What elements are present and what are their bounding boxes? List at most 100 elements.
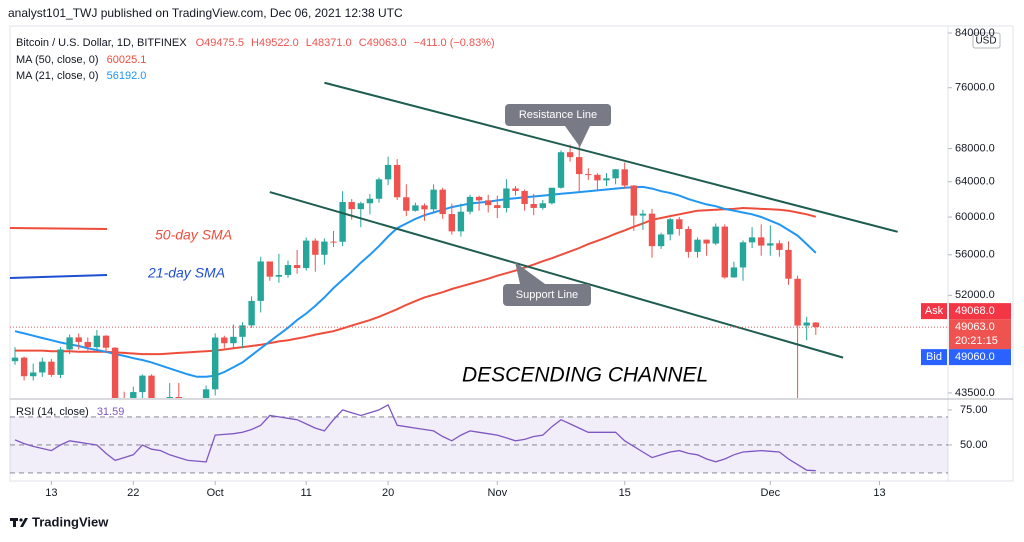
y-tick-label: 50.00	[960, 439, 988, 451]
candle-body	[439, 189, 446, 215]
currency: USD	[975, 36, 996, 47]
legend-rsi: RSI (14, close) 31.59	[16, 406, 124, 418]
candle-body	[93, 335, 101, 348]
candle-body	[785, 249, 792, 279]
header: analyst101_TWJ published on TradingView.…	[8, 6, 403, 20]
candle-body	[348, 202, 355, 210]
candle-body	[603, 178, 610, 181]
y-tick-label: 60000.0	[955, 211, 995, 223]
candle-body	[539, 203, 546, 208]
candle-body	[576, 157, 583, 175]
legend-title: Bitcoin / U.S. Dollar, 1D, BITFINEX	[16, 37, 187, 49]
candle-body	[57, 349, 64, 375]
price-tag-name-box	[921, 349, 947, 366]
candle-body	[275, 274, 283, 277]
candle-body	[148, 375, 155, 398]
candle-body	[212, 337, 219, 390]
candle-body	[11, 357, 19, 362]
x-tick-label: 22	[127, 487, 139, 499]
price-tag-name-box	[921, 303, 947, 320]
candle-body	[139, 375, 146, 393]
legend-ma: MA (50, close, 0) 60025.1	[16, 54, 146, 66]
logo-part	[20, 518, 28, 527]
callout-label: Resistance Line	[519, 109, 597, 121]
legend-ohlc: H49522.0	[251, 37, 299, 49]
annotation: 50-day SMA	[155, 227, 232, 243]
candle-body	[20, 357, 28, 377]
legend-ma-name: MA (50, close, 0)	[16, 54, 99, 66]
candle-body	[557, 152, 565, 188]
candle-body	[166, 396, 173, 398]
candle-body	[257, 261, 264, 301]
candle-body	[803, 322, 810, 326]
y-tick-label: 75.00	[960, 404, 988, 416]
candle-body	[221, 337, 228, 344]
candle-body	[303, 240, 310, 269]
candle-body	[767, 243, 774, 246]
candle-body	[448, 214, 455, 232]
candle-body	[39, 361, 46, 373]
y-tick-label: 43500.0	[955, 387, 995, 399]
legend-rsi-name: RSI (14, close)	[16, 406, 89, 418]
candle-body	[248, 300, 255, 326]
rsi-line	[14, 403, 816, 472]
moving-average	[15, 206, 817, 356]
legend-rsi-value: 31.59	[97, 406, 125, 418]
callout-box	[503, 284, 591, 306]
candle-body	[676, 219, 683, 230]
callout-pointer	[565, 126, 590, 147]
footer: TradingView	[32, 514, 109, 529]
candle-body	[548, 187, 556, 204]
candle-body	[530, 203, 537, 208]
y-tick-label: 84000.0	[955, 27, 995, 39]
candle-body	[421, 205, 428, 210]
x-tick-label: 20	[382, 487, 394, 499]
candle-body	[102, 335, 110, 348]
price-tag-box	[949, 349, 1011, 366]
candle-body	[503, 188, 510, 208]
currency-box	[972, 32, 1001, 49]
candle-body	[657, 234, 665, 247]
candle-body	[48, 361, 55, 375]
candle-body	[384, 164, 392, 180]
candle-body	[30, 372, 37, 377]
y-tick-label: 76000.0	[955, 82, 995, 94]
x-tick-label: 11	[300, 487, 311, 499]
moving-average	[14, 185, 817, 378]
candle-body	[776, 243, 783, 250]
frame	[9, 25, 1014, 482]
candle-body	[111, 347, 119, 398]
candle-body	[230, 336, 237, 344]
y-tick-label: 56000.0	[955, 249, 995, 261]
legend-ma-value: 60025.1	[107, 54, 147, 66]
x-tick-label: Nov	[488, 487, 508, 499]
candle-body	[130, 392, 137, 398]
candle-body	[758, 237, 765, 246]
candle-body	[403, 197, 410, 211]
legend-main: Bitcoin / U.S. Dollar, 1D, BITFINEX O494…	[16, 37, 495, 49]
last-price-label: 49063.0	[955, 321, 995, 333]
candle-body	[75, 337, 82, 342]
candle-body	[466, 196, 474, 212]
callout-label: Support Line	[516, 289, 578, 301]
rsi-plot	[10, 403, 948, 474]
candle-body	[630, 185, 637, 216]
x-tick-label: 13	[873, 487, 885, 499]
candle-body	[612, 169, 619, 179]
candle-body	[730, 267, 738, 278]
candle-body	[394, 164, 401, 198]
candle-body	[312, 240, 319, 255]
candle-body	[293, 265, 301, 269]
countdown: 20:21:15	[955, 335, 998, 347]
candle-body	[639, 213, 647, 216]
footer-logo	[10, 518, 28, 527]
legend-ma-name: MA (21, close, 0)	[16, 70, 99, 82]
logo-part	[13, 518, 16, 527]
candle-body	[694, 239, 701, 252]
candle-body	[794, 278, 801, 326]
price-plot	[10, 81, 898, 398]
y-tick-label: 68000.0	[955, 142, 995, 154]
candle-body	[512, 188, 519, 191]
